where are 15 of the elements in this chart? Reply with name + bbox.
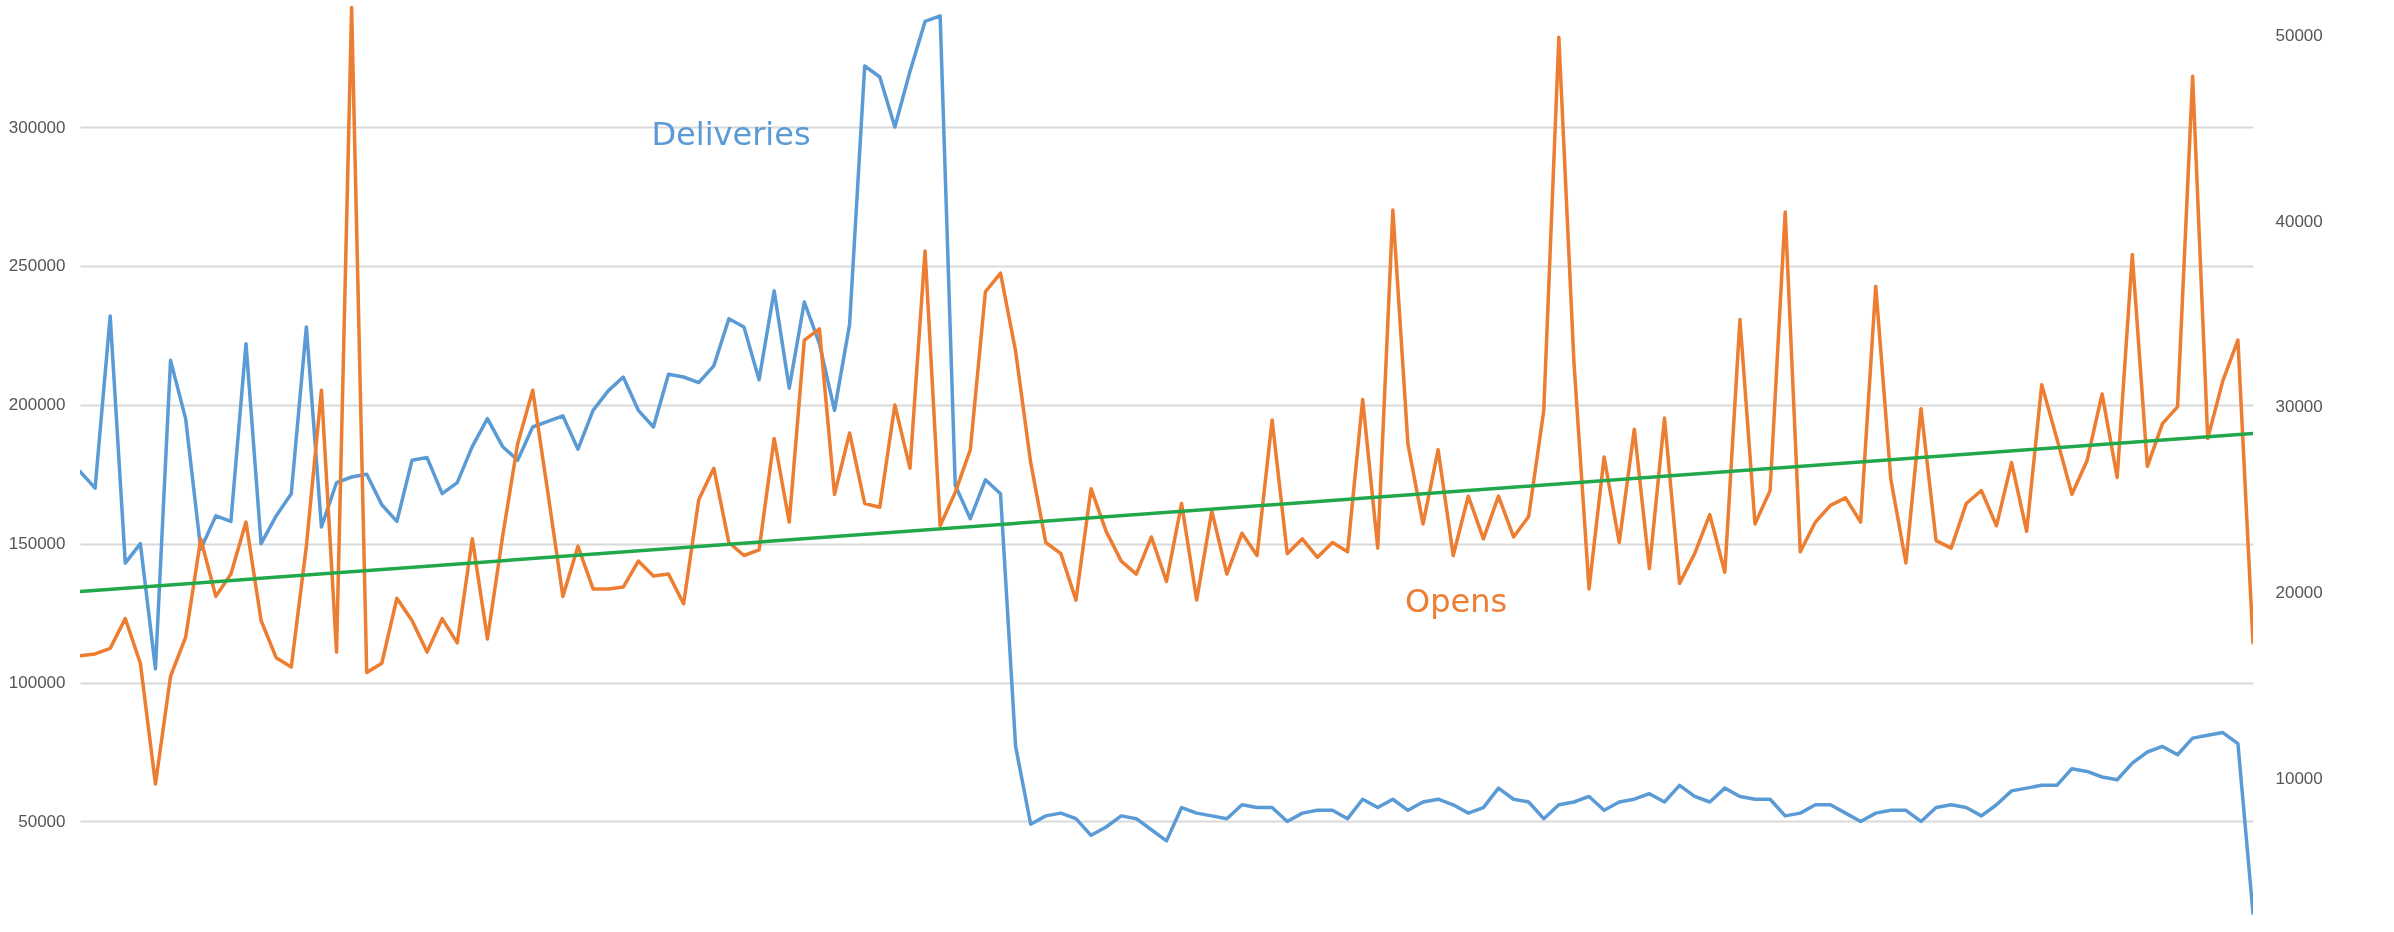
y-tick-label: 50000 [18, 811, 66, 831]
y-tick-label: 150000 [8, 534, 66, 554]
y-tick-label: 100000 [8, 673, 66, 693]
line-series [80, 14, 2253, 915]
y-tick-label: 300000 [8, 117, 66, 137]
y2-tick-label: 40000 [2275, 211, 2323, 231]
y-tick-label: 200000 [8, 395, 66, 415]
y2-tick-label: 50000 [2275, 25, 2323, 45]
y2-tick-label: 10000 [2275, 768, 2323, 788]
series-label: Opens [1404, 582, 1508, 620]
line-series [80, 5, 2253, 786]
y-tick-label: 250000 [8, 256, 66, 276]
y2-tick-label: 20000 [2275, 583, 2323, 603]
series-label: Deliveries [651, 115, 811, 153]
y2-tick-label: 30000 [2275, 397, 2323, 417]
